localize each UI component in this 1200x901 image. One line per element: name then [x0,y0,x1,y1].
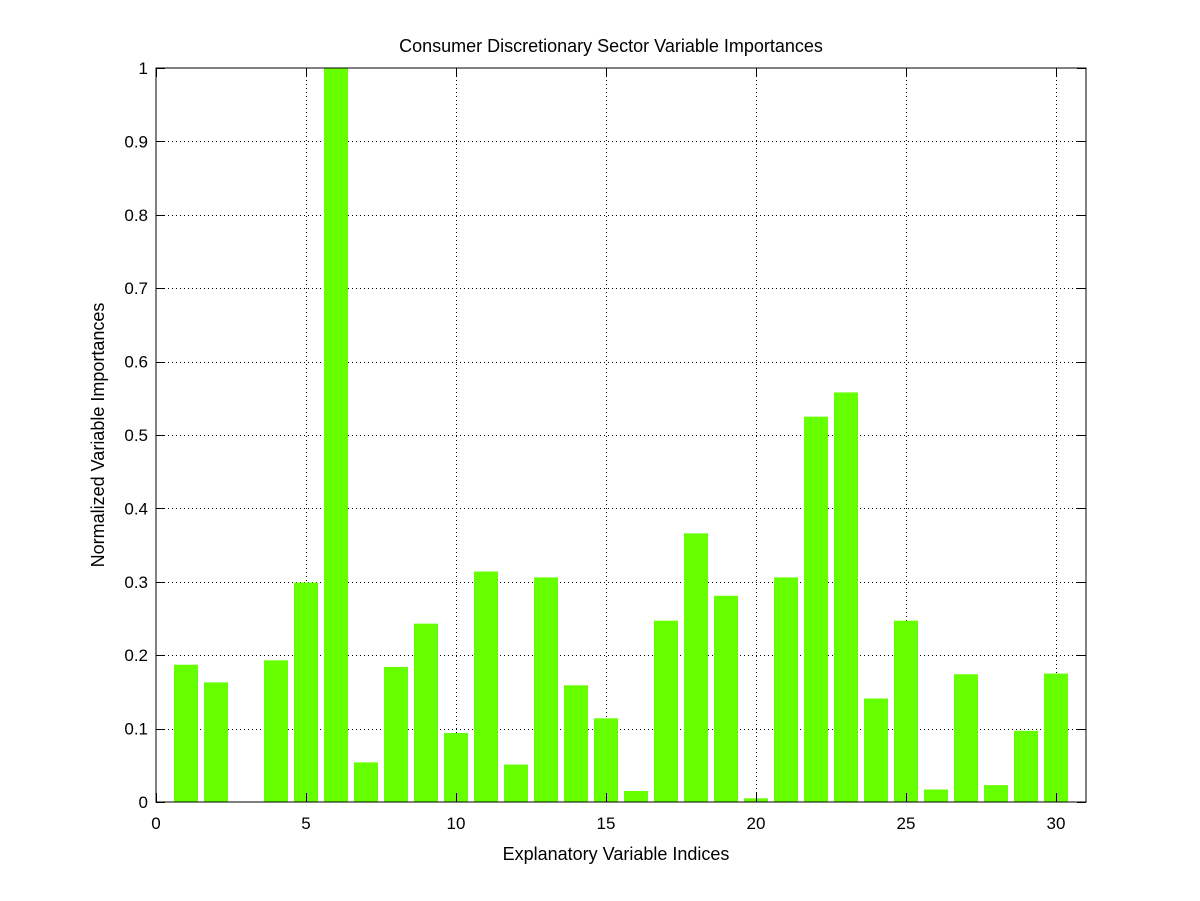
bar-12 [504,764,528,802]
y-tick-label: 1 [139,59,148,78]
y-tick-label: 0.7 [124,279,148,298]
y-tick-label: 0 [139,793,148,812]
bar-21 [774,577,798,802]
bar-23 [834,392,858,802]
bar-29 [1014,730,1038,802]
bar-1 [174,664,198,802]
x-tick-labels: 0 5 10 15 20 25 30 [151,814,1065,833]
y-axis-title: Normalized Variable Importances [88,303,108,568]
bar-24 [864,698,888,802]
bar-8 [384,666,408,802]
x-tick-label: 25 [897,814,916,833]
y-tick-label: 0.3 [124,573,148,592]
bars [174,68,1068,802]
bar-16 [624,790,648,802]
bar-11 [474,571,498,802]
bar-7 [354,762,378,802]
bar-25 [894,620,918,802]
grid-lines [156,68,1086,802]
bar-30 [1044,673,1068,802]
bar-15 [594,718,618,802]
y-tick-label: 0.5 [124,426,148,445]
bar-22 [804,416,828,802]
bar-2 [204,682,228,802]
bar-10 [444,733,468,802]
bar-17 [654,620,678,802]
y-tick-labels: 0 0.1 0.2 0.3 0.4 0.5 0.6 0.7 0.8 0.9 1 [124,59,148,812]
x-tick-label: 10 [447,814,466,833]
y-tick-label: 0.2 [124,646,148,665]
x-tick-label: 30 [1047,814,1066,833]
bar-6 [324,68,348,802]
tick-marks [156,68,1086,803]
bar-18 [684,533,708,802]
x-axis-title: Explanatory Variable Indices [503,844,730,864]
x-tick-label: 15 [597,814,616,833]
bar-9 [414,623,438,802]
x-tick-label: 20 [747,814,766,833]
bar-4 [264,660,288,802]
y-tick-label: 0.1 [124,720,148,739]
chart-title: Consumer Discretionary Sector Variable I… [399,36,823,56]
x-tick-label: 0 [151,814,160,833]
y-tick-label: 0.8 [124,206,148,225]
bar-13 [534,577,558,802]
y-tick-label: 0.6 [124,353,148,372]
y-tick-label: 0.9 [124,132,148,151]
y-tick-label: 0.4 [124,499,148,518]
bar-26 [924,789,948,802]
bar-5 [294,582,318,802]
bar-27 [954,674,978,802]
bar-19 [714,595,738,802]
x-tick-label: 5 [301,814,310,833]
bar-28 [984,785,1008,802]
bar-14 [564,685,588,802]
